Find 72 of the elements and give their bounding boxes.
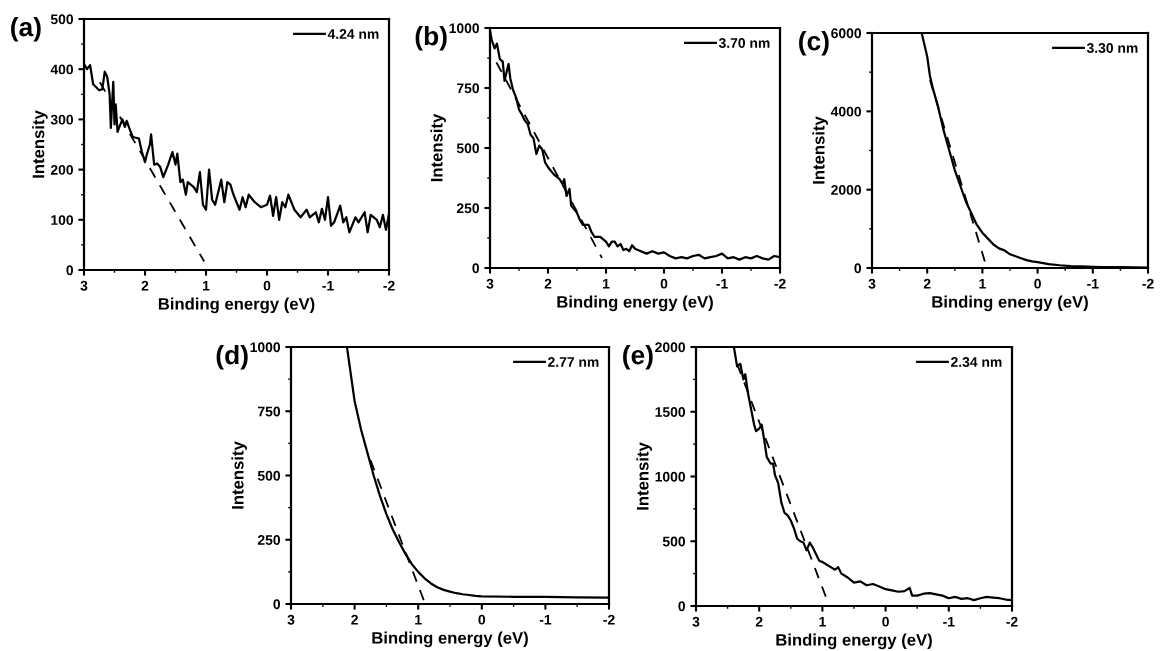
x-tick-label: -2	[1142, 278, 1154, 289]
x-tick-label: 3	[80, 280, 88, 291]
x-tick-label: -1	[1087, 278, 1099, 289]
y-tick-label: 500	[662, 536, 686, 547]
y-tick-label: 2000	[831, 185, 862, 195]
y-tick-label: 750	[258, 406, 281, 417]
x-tick-label: 1	[415, 614, 422, 625]
x-tick-label: 3	[287, 614, 295, 625]
y-axis-title: Intensity	[32, 110, 48, 178]
x-tick-label: -2	[774, 278, 786, 289]
x-axis-title: Binding energy (eV)	[158, 297, 315, 314]
y-axis-title: Intensity	[812, 116, 828, 184]
x-tick-label: 1	[979, 278, 986, 289]
x-tick-label: -1	[539, 614, 552, 625]
x-tick-label: 0	[1034, 278, 1041, 289]
y-axis-title: Intensity	[231, 441, 247, 509]
x-tick-label: -1	[322, 280, 334, 291]
y-tick-label: 250	[257, 535, 281, 545]
y-tick-label: 250	[456, 203, 480, 214]
y-tick-label: 0	[854, 263, 862, 274]
y-tick-label: 1000	[655, 471, 686, 482]
y-tick-label: 200	[50, 164, 74, 175]
y-tick-label: 750	[457, 83, 480, 94]
x-tick-label: -2	[603, 614, 615, 625]
y-tick-label: 500	[257, 470, 281, 481]
x-tick-label: 0	[882, 616, 889, 627]
x-tick-label: 1	[603, 278, 610, 289]
chart-title: (e)	[623, 345, 653, 370]
y-tick-label: 500	[50, 14, 74, 25]
x-axis-title: Binding energy (eV)	[776, 633, 932, 650]
legend-label: 4.24 nm	[327, 29, 379, 39]
x-axis-title: Binding energy (eV)	[932, 295, 1088, 312]
y-tick-label: 0	[472, 263, 480, 274]
legend-label: 3.30 nm	[1086, 43, 1138, 53]
y-tick-label: 400	[50, 64, 74, 75]
x-tick-label: 3	[486, 278, 494, 289]
y-axis-title: Intensity	[636, 442, 652, 510]
x-tick-label: -2	[383, 280, 395, 291]
x-tick-label: -1	[716, 278, 728, 289]
chart-title: (a)	[11, 17, 41, 42]
y-tick-label: 4000	[830, 106, 862, 117]
x-tick-label: 3	[692, 616, 700, 627]
x-tick-label: 3	[868, 278, 876, 289]
legend-label: 3.70 nm	[718, 38, 770, 48]
y-tick-label: 500	[456, 143, 480, 154]
x-tick-label: 1	[203, 280, 210, 291]
y-tick-label: 300	[50, 114, 74, 125]
y-axis-title: Intensity	[430, 113, 446, 182]
x-tick-label: 2	[141, 280, 149, 291]
y-tick-label: 1000	[449, 23, 480, 34]
x-tick-label: 2	[923, 278, 931, 289]
chart-title: (b)	[415, 26, 447, 51]
y-tick-label: 100	[51, 215, 74, 225]
chart-title: (d)	[216, 345, 248, 370]
legend-label: 2.34 nm	[951, 357, 1002, 367]
x-tick-label: 2	[544, 278, 552, 289]
x-axis-title: Binding energy (eV)	[557, 295, 713, 312]
x-tick-label: 2	[755, 616, 763, 627]
legend-label: 2.77 nm	[548, 357, 599, 367]
x-tick-label: 2	[351, 614, 358, 625]
y-tick-label: 2000	[655, 342, 686, 353]
y-tick-label: 1000	[250, 342, 281, 353]
y-tick-label: 0	[678, 601, 686, 612]
y-tick-label: 1500	[655, 407, 686, 417]
x-tick-label: -2	[1006, 616, 1018, 627]
y-tick-label: 0	[66, 265, 74, 276]
y-tick-label: 6000	[831, 28, 862, 39]
x-axis-title: Binding energy (eV)	[372, 631, 528, 648]
x-tick-label: 1	[819, 616, 826, 627]
x-tick-label: -1	[943, 616, 955, 627]
y-tick-label: 0	[273, 599, 281, 610]
chart-title: (c)	[799, 31, 829, 56]
